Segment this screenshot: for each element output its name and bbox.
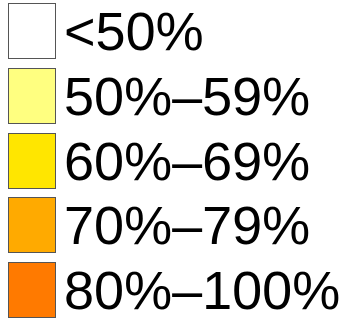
legend-item-60-69: 60%–69% — [0, 132, 343, 195]
legend-item-70-79: 70%–79% — [0, 196, 343, 259]
legend-label: 50%–59% — [64, 67, 311, 127]
legend-label: 60%–69% — [64, 132, 311, 192]
legend-swatch — [8, 262, 56, 318]
legend-swatch — [8, 197, 56, 253]
legend-label: 70%–79% — [64, 196, 311, 256]
legend-swatch — [8, 133, 56, 189]
legend-label: <50% — [64, 2, 204, 62]
legend-item-below-50: <50% — [0, 2, 343, 65]
legend-swatch — [8, 68, 56, 124]
legend-label: 80%–100% — [64, 261, 341, 321]
legend-swatch — [8, 3, 56, 59]
legend-item-80-100: 80%–100% — [0, 261, 343, 324]
legend-item-50-59: 50%–59% — [0, 67, 343, 130]
